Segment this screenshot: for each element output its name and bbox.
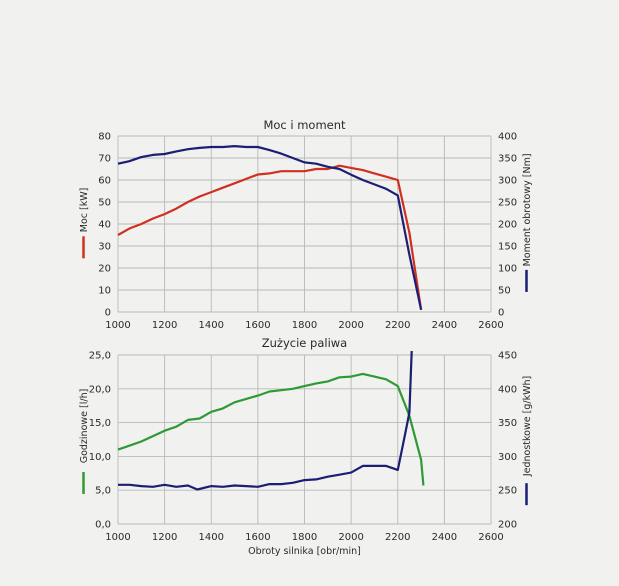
y-left-tick-label: 25,0 (89, 351, 111, 362)
y-right-tick-label: 0 (498, 308, 504, 319)
x-tick-label: 1600 (245, 532, 270, 543)
x-tick-label: 1400 (199, 320, 224, 331)
series-line-left (117, 164, 423, 310)
x-tick-label: 1600 (245, 320, 270, 331)
y-right-tick-label: 350 (498, 418, 517, 429)
x-tick-label: 1200 (152, 532, 177, 543)
y-right-tick-label: 100 (498, 264, 517, 275)
x-tick-label: 1400 (199, 532, 224, 543)
y-left-tick-label: 70 (98, 154, 111, 165)
x-tick-label: 2200 (385, 532, 410, 543)
y-left-tick-label: 10,0 (89, 452, 111, 463)
y-left-tick-label: 5,0 (95, 486, 111, 497)
y-left-tick-label: 20,0 (89, 384, 111, 395)
series-line-left (117, 372, 425, 486)
x-axis-label: Obroty silnika [obr/min] (248, 546, 361, 557)
x-tick-label: 2400 (432, 320, 457, 331)
y-left-tick-label: 40 (98, 220, 111, 231)
y-left-tick-label: 0 (105, 308, 111, 319)
y-left-axis-label: Moc [kW] (79, 188, 90, 233)
y-right-tick-label: 450 (498, 351, 517, 362)
x-tick-label: 2000 (338, 320, 363, 331)
y-left-tick-label: 60 (98, 176, 111, 187)
x-tick-label: 1200 (152, 320, 177, 331)
x-tick-label: 2000 (338, 532, 363, 543)
x-tick-label: 2200 (385, 320, 410, 331)
y-right-tick-label: 350 (498, 154, 517, 165)
y-left-tick-label: 10 (98, 286, 111, 297)
y-right-tick-label: 250 (498, 198, 517, 209)
x-tick-label: 2400 (432, 532, 457, 543)
y-left-axis-label: Godzinowe [l/h] (79, 389, 90, 464)
y-left-tick-label: 50 (98, 198, 111, 209)
y-left-tick-label: 20 (98, 264, 111, 275)
y-right-tick-label: 150 (498, 242, 517, 253)
x-tick-label: 2600 (478, 532, 503, 543)
y-right-tick-label: 200 (498, 520, 517, 531)
y-right-tick-label: 200 (498, 220, 517, 231)
y-right-tick-label: 400 (498, 384, 517, 395)
y-right-tick-label: 300 (498, 176, 517, 187)
y-right-axis-label: Moment obrotowy [Nm] (522, 153, 533, 266)
y-right-axis-label: Jednostkowe [g/kWh] (522, 376, 533, 477)
chart-title: Moc i moment (263, 118, 346, 132)
y-left-tick-label: 15,0 (89, 418, 111, 429)
y-left-tick-label: 80 (98, 132, 111, 143)
series-line-right (117, 145, 423, 311)
x-tick-label: 1000 (105, 532, 130, 543)
x-tick-label: 1800 (292, 532, 317, 543)
x-tick-label: 1800 (292, 320, 317, 331)
x-tick-label: 2600 (478, 320, 503, 331)
x-tick-label: 1000 (105, 320, 130, 331)
y-right-tick-label: 300 (498, 452, 517, 463)
chart-title: Zużycie paliwa (262, 336, 347, 350)
y-left-tick-label: 0,0 (95, 520, 111, 531)
y-right-tick-label: 50 (498, 286, 511, 297)
y-left-tick-label: 30 (98, 242, 111, 253)
series-line-right (118, 350, 413, 491)
y-right-tick-label: 400 (498, 132, 517, 143)
y-right-tick-label: 250 (498, 486, 517, 497)
